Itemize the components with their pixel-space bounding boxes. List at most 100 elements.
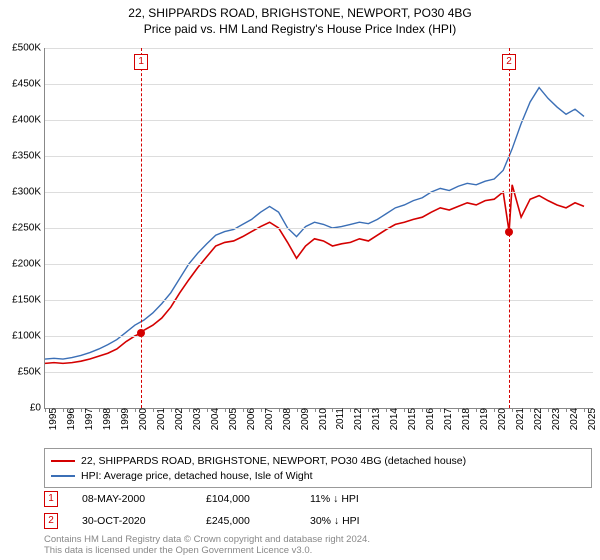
event-pct: 30% ↓ HPI: [310, 515, 370, 527]
y-tick-label: £250K: [12, 223, 45, 234]
event-price: £104,000: [206, 493, 286, 505]
x-tick-label: 1996: [66, 408, 77, 430]
event-row: 230-OCT-2020£245,00030% ↓ HPI: [44, 510, 592, 532]
legend-swatch: [51, 460, 75, 462]
x-tick-label: 2005: [228, 408, 239, 430]
y-tick-label: £50K: [18, 367, 45, 378]
x-tick-mark: [332, 408, 333, 412]
x-tick-label: 1999: [120, 408, 131, 430]
x-tick-mark: [81, 408, 82, 412]
event-marker: 2: [502, 54, 516, 70]
legend-label: HPI: Average price, detached house, Isle…: [81, 470, 313, 482]
x-tick-label: 2006: [246, 408, 257, 430]
y-gridline: [45, 300, 593, 301]
legend-swatch: [51, 475, 75, 477]
x-tick-label: 1995: [48, 408, 59, 430]
y-gridline: [45, 372, 593, 373]
chart-container: 22, SHIPPARDS ROAD, BRIGHSTONE, NEWPORT,…: [0, 0, 600, 560]
x-tick-mark: [368, 408, 369, 412]
x-tick-mark: [135, 408, 136, 412]
x-tick-label: 2014: [389, 408, 400, 430]
x-tick-label: 2018: [461, 408, 472, 430]
event-pct: 11% ↓ HPI: [310, 493, 370, 505]
event-date: 30-OCT-2020: [82, 515, 182, 527]
x-tick-label: 2009: [300, 408, 311, 430]
legend-row: HPI: Average price, detached house, Isle…: [51, 468, 585, 483]
event-price: £245,000: [206, 515, 286, 527]
x-tick-mark: [117, 408, 118, 412]
event-point: [137, 329, 145, 337]
x-tick-label: 2024: [569, 408, 580, 430]
x-tick-mark: [207, 408, 208, 412]
x-tick-label: 2020: [497, 408, 508, 430]
legend-label: 22, SHIPPARDS ROAD, BRIGHSTONE, NEWPORT,…: [81, 455, 466, 467]
y-tick-label: £200K: [12, 259, 45, 270]
y-gridline: [45, 192, 593, 193]
x-tick-mark: [548, 408, 549, 412]
title-block: 22, SHIPPARDS ROAD, BRIGHSTONE, NEWPORT,…: [0, 0, 600, 36]
x-tick-mark: [386, 408, 387, 412]
y-gridline: [45, 156, 593, 157]
chart-plot-area: £0£50K£100K£150K£200K£250K£300K£350K£400…: [44, 48, 593, 409]
events-table: 108-MAY-2000£104,00011% ↓ HPI230-OCT-202…: [44, 488, 592, 532]
x-tick-label: 2001: [156, 408, 167, 430]
legend-row: 22, SHIPPARDS ROAD, BRIGHSTONE, NEWPORT,…: [51, 453, 585, 468]
y-gridline: [45, 84, 593, 85]
chart-title: 22, SHIPPARDS ROAD, BRIGHSTONE, NEWPORT,…: [0, 6, 600, 20]
y-tick-label: £400K: [12, 115, 45, 126]
y-gridline: [45, 336, 593, 337]
x-tick-mark: [261, 408, 262, 412]
y-tick-label: £150K: [12, 295, 45, 306]
x-tick-mark: [566, 408, 567, 412]
x-tick-mark: [458, 408, 459, 412]
x-tick-mark: [225, 408, 226, 412]
x-tick-mark: [243, 408, 244, 412]
y-tick-label: £300K: [12, 187, 45, 198]
chart-subtitle: Price paid vs. HM Land Registry's House …: [0, 22, 600, 36]
x-tick-mark: [584, 408, 585, 412]
x-tick-label: 2007: [264, 408, 275, 430]
x-tick-label: 2021: [515, 408, 526, 430]
x-tick-mark: [494, 408, 495, 412]
x-tick-label: 2003: [192, 408, 203, 430]
footer-line: This data is licensed under the Open Gov…: [44, 545, 370, 556]
y-tick-label: £450K: [12, 79, 45, 90]
y-gridline: [45, 120, 593, 121]
x-tick-label: 2017: [443, 408, 454, 430]
series-line-hpi: [45, 88, 584, 359]
event-marker: 1: [134, 54, 148, 70]
x-tick-mark: [45, 408, 46, 412]
x-tick-label: 2023: [551, 408, 562, 430]
event-point: [505, 228, 513, 236]
y-tick-label: £0: [30, 403, 45, 414]
x-tick-mark: [404, 408, 405, 412]
x-tick-mark: [189, 408, 190, 412]
x-tick-mark: [315, 408, 316, 412]
y-gridline: [45, 48, 593, 49]
x-tick-label: 2012: [353, 408, 364, 430]
x-tick-label: 2016: [425, 408, 436, 430]
x-tick-mark: [279, 408, 280, 412]
event-date: 08-MAY-2000: [82, 493, 182, 505]
x-tick-label: 2004: [210, 408, 221, 430]
x-tick-label: 2002: [174, 408, 185, 430]
x-tick-label: 2010: [318, 408, 329, 430]
y-gridline: [45, 264, 593, 265]
x-tick-label: 1998: [102, 408, 113, 430]
event-number-box: 1: [44, 491, 58, 507]
footer-line: Contains HM Land Registry data © Crown c…: [44, 534, 370, 545]
x-tick-label: 2013: [371, 408, 382, 430]
x-tick-mark: [530, 408, 531, 412]
x-tick-label: 2015: [407, 408, 418, 430]
x-tick-mark: [297, 408, 298, 412]
x-tick-mark: [476, 408, 477, 412]
x-tick-label: 2000: [138, 408, 149, 430]
x-tick-label: 2019: [479, 408, 490, 430]
x-tick-mark: [63, 408, 64, 412]
x-tick-label: 2011: [335, 408, 346, 430]
x-tick-mark: [422, 408, 423, 412]
x-tick-mark: [350, 408, 351, 412]
x-tick-mark: [153, 408, 154, 412]
x-tick-label: 2022: [533, 408, 544, 430]
y-tick-label: £500K: [12, 43, 45, 54]
